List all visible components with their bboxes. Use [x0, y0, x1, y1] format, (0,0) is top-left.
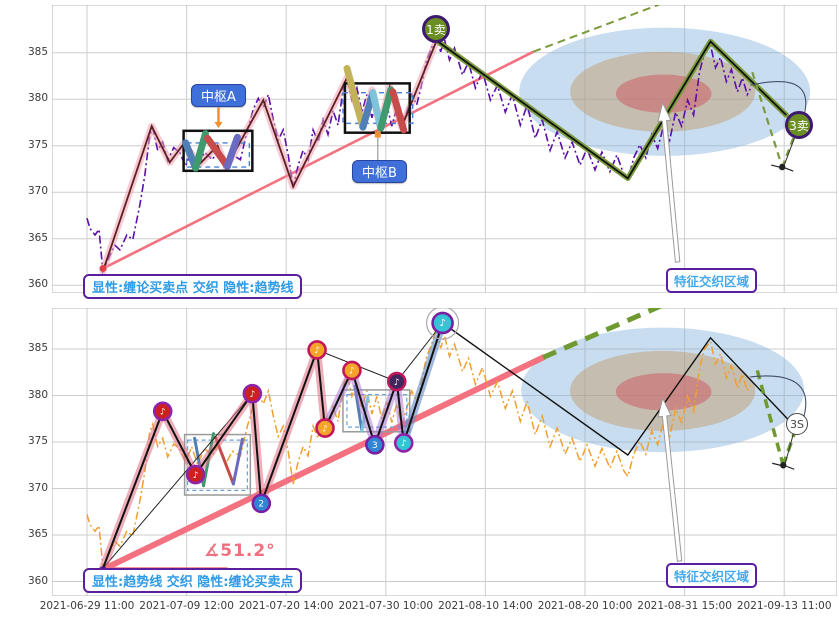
- pivot-a-pointer-arrow: [214, 122, 223, 129]
- x-tick-label: 2021-08-20 10:00: [537, 600, 633, 612]
- sell-point-3s-badge: 3S: [786, 413, 808, 435]
- endpoint-dot: [779, 163, 786, 171]
- pivot-point-marker: ♪: [393, 433, 414, 453]
- y-tick-label: 360: [27, 574, 48, 587]
- y-tick-label: 380: [27, 388, 48, 401]
- y-tick-label: 375: [27, 435, 48, 447]
- up-arrow-to-overlap-region: [657, 101, 681, 263]
- x-tick-label: 2021-07-09 12:00: [139, 600, 234, 612]
- y-tick-label: 385: [27, 342, 48, 354]
- svg-text:♪: ♪: [349, 367, 355, 377]
- x-tick-label: 2021-07-20 14:00: [238, 600, 334, 612]
- pivot-point-marker: 2: [251, 493, 272, 514]
- pivot-point-marker: ♪: [307, 340, 327, 360]
- pivot-point-marker: ♪: [386, 371, 407, 392]
- svg-text:♪: ♪: [249, 390, 255, 400]
- y-tick-label: 370: [27, 185, 48, 198]
- top-overlap-region-label: 特征交织区域: [666, 268, 758, 293]
- y-tick-label: 370: [27, 481, 48, 494]
- pivot-b-label: 中枢B: [352, 160, 407, 183]
- y-tick-label: 385: [27, 45, 48, 58]
- svg-text:2: 2: [258, 500, 264, 510]
- y-tick-label: 365: [27, 528, 48, 540]
- svg-text:♪: ♪: [322, 424, 328, 434]
- y-tick-label: 360: [27, 278, 48, 291]
- svg-text:♪: ♪: [193, 471, 199, 481]
- endpoint-dot: [780, 462, 787, 469]
- pivot-point-marker: ♪: [315, 418, 335, 438]
- sell-point-1-badge: 1卖: [422, 15, 450, 43]
- y-tick-label: 380: [27, 92, 48, 105]
- pivot-point-marker: ♪: [242, 383, 263, 404]
- svg-text:♪: ♪: [160, 408, 166, 418]
- pivot-point-marker: 3: [365, 434, 385, 455]
- bottom-overlap-region-label: 特征交织区域: [666, 563, 758, 588]
- pivot-point-marker: ♪: [152, 401, 173, 422]
- pivot-point-marker: ♪: [431, 311, 454, 335]
- x-tick-label: 2021-06-29 11:00: [39, 600, 135, 612]
- top-panel-mode-label: 显性:缠论买卖点 交织 隐性:趋势线: [83, 274, 303, 299]
- x-tick-label: 2021-08-10 14:00: [438, 600, 533, 612]
- panel-bottom: ♪ ♪ ♪ 2 ♪ ♪ ♪ 3 ♪ ♪ ♪: [52, 308, 837, 596]
- y-tick-label: 375: [27, 138, 48, 151]
- pivot-b-anchor: [374, 131, 381, 138]
- x-tick-label: 2021-09-13 11:00: [736, 600, 832, 612]
- up-arrow-to-overlap-region: [657, 396, 683, 562]
- svg-text:♪: ♪: [401, 439, 407, 449]
- trend-angle-label: ∡51.2°: [204, 541, 276, 561]
- panel-top: [52, 5, 837, 293]
- sell-point-3-badge: 3卖: [785, 111, 813, 139]
- svg-text:♪: ♪: [439, 318, 445, 329]
- pivot-point-marker: ♪: [185, 464, 206, 485]
- pivot-a-label: 中枢A: [191, 84, 246, 107]
- svg-text:♪: ♪: [394, 378, 400, 388]
- bottom-panel-mode-label: 显性:趋势线 交织 隐性:缠论买卖点: [83, 568, 303, 593]
- x-tick-label: 2021-08-31 15:00: [637, 600, 732, 612]
- svg-text:♪: ♪: [314, 346, 320, 356]
- svg-text:3: 3: [372, 441, 378, 451]
- pivot-point-marker: ♪: [342, 360, 362, 381]
- y-tick-label: 365: [27, 231, 48, 244]
- x-tick-label: 2021-07-30 10:00: [338, 600, 434, 612]
